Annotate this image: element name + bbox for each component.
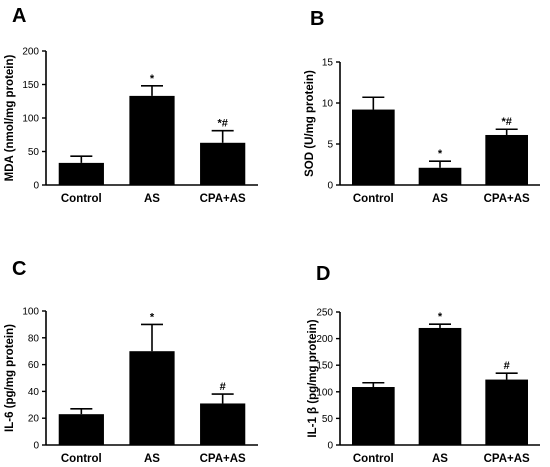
panel-a-significance-marker: * xyxy=(150,73,155,85)
panel-b: B 0 5 10 15 SOD (U/mg protein) Control * AS *# CPA… xyxy=(304,8,540,205)
panel-d-category-label: CPA+AS xyxy=(484,453,530,465)
panel-d-significance-marker: # xyxy=(504,360,510,372)
panel-a: A 0 50 100 150 200 MDA (nmol/mg protein) Contro… xyxy=(4,5,258,205)
panel-d-bar-as xyxy=(418,327,462,445)
panel-a-y-tick-label: 100 xyxy=(22,114,39,125)
panel-b-category-label: CPA+AS xyxy=(484,193,530,205)
panel-c-category-label: Control xyxy=(61,453,102,465)
panel-c-y-axis-label: IL-6 (pg/mg protein) xyxy=(4,324,16,432)
panel-a-significance-marker: *# xyxy=(217,118,227,130)
panel-c-letter: C xyxy=(12,258,26,280)
panel-b-bar-control xyxy=(352,109,395,185)
panel-c-y-tick-label: 20 xyxy=(28,414,40,425)
panel-c-bar-cpa-as xyxy=(200,403,246,445)
panel-b-y-tick-label: 10 xyxy=(322,99,334,110)
panel-b-letter: B xyxy=(310,8,324,30)
panel-a-category-label: CPA+AS xyxy=(200,193,246,205)
panel-c: C 0 20 40 60 80 100 IL-6 (pg/mg protein) Control… xyxy=(4,258,258,465)
panel-a-letter: A xyxy=(12,5,26,27)
panel-c-y-tick-label: 80 xyxy=(28,333,40,344)
panel-b-y-tick-label: 0 xyxy=(327,181,333,192)
panel-b-significance-marker: * xyxy=(438,148,443,160)
panel-c-category-label: AS xyxy=(144,453,160,465)
panel-b-bar-as xyxy=(418,167,462,185)
panel-d-y-tick-label: 50 xyxy=(322,414,334,425)
panel-a-category-label: Control xyxy=(61,193,102,205)
panel-d-y-tick-label: 0 xyxy=(327,441,333,452)
panel-d-category-label: AS xyxy=(432,453,448,465)
panel-c-significance-marker: # xyxy=(220,381,226,393)
panel-d-bar-cpa-as xyxy=(485,379,528,445)
panel-c-bar-control xyxy=(58,414,104,445)
panel-c-y-tick-label: 60 xyxy=(28,360,40,371)
panel-d-significance-marker: * xyxy=(438,311,443,323)
panel-d-letter: D xyxy=(316,263,330,285)
panel-b-category-label: Control xyxy=(353,193,394,205)
panel-a-y-tick-label: 150 xyxy=(22,80,39,91)
panel-a-category-label: AS xyxy=(144,193,160,205)
panel-d-bar-control xyxy=(352,387,395,445)
panel-d-y-axis-label: IL-1 β (pg/mg protein) xyxy=(307,319,319,437)
panel-a-bar-as xyxy=(129,95,175,185)
panel-d-y-tick-label: 100 xyxy=(316,387,333,398)
panel-d-category-label: Control xyxy=(353,453,394,465)
panel-d-y-tick-label: 150 xyxy=(316,361,333,372)
panel-a-y-tick-label: 50 xyxy=(28,147,40,158)
panel-b-significance-marker: *# xyxy=(501,116,511,128)
panel-d-y-tick-label: 250 xyxy=(316,308,333,319)
panel-a-y-tick-label: 0 xyxy=(33,181,39,192)
panel-b-category-label: AS xyxy=(432,193,448,205)
panel-a-bar-control xyxy=(58,162,104,185)
panel-c-y-tick-label: 0 xyxy=(33,441,39,452)
panel-a-bar-cpa-as xyxy=(200,142,246,185)
panel-c-significance-marker: * xyxy=(150,311,155,323)
panel-b-bar-cpa-as xyxy=(485,134,528,185)
panel-c-category-label: CPA+AS xyxy=(200,453,246,465)
panel-d-y-tick-label: 200 xyxy=(316,334,333,345)
panel-c-y-tick-label: 100 xyxy=(22,307,39,318)
panel-a-y-tick-label: 200 xyxy=(22,47,39,58)
panel-b-y-tick-label: 5 xyxy=(327,140,333,151)
panel-b-y-axis-label: SOD (U/mg protein) xyxy=(304,70,316,177)
panel-c-y-tick-label: 40 xyxy=(28,387,40,398)
panel-b-y-tick-label: 15 xyxy=(322,58,334,69)
panel-a-y-axis-label: MDA (nmol/mg protein) xyxy=(4,54,16,181)
panel-c-bar-as xyxy=(129,351,175,445)
